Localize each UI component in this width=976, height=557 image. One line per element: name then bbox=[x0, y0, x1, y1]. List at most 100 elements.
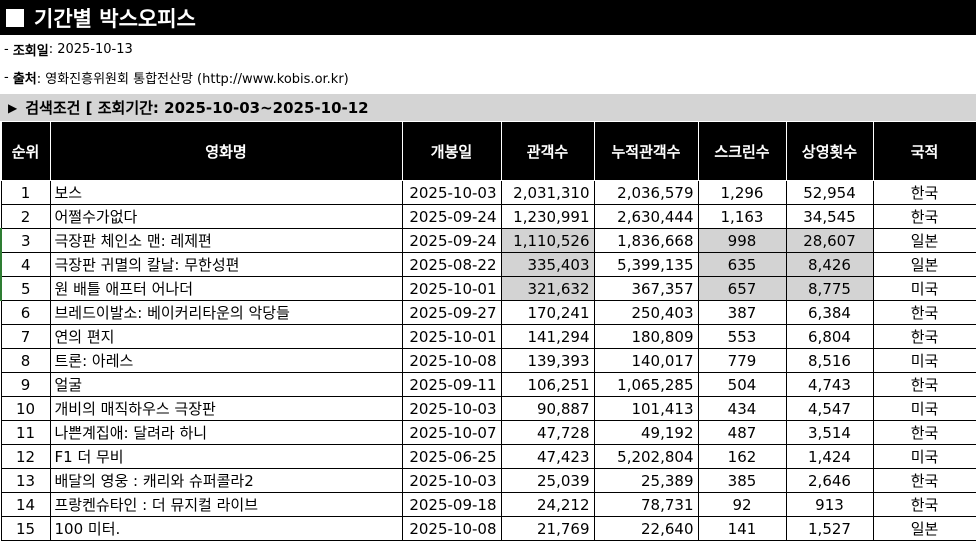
triangle-right-icon: ▶ bbox=[8, 100, 18, 115]
col-header-shows: 상영횟수 bbox=[785, 121, 874, 181]
shows-cell: 28,607 bbox=[785, 228, 874, 253]
open-date-cell: 2025-10-03 bbox=[401, 180, 502, 205]
col-header-audience: 관객수 bbox=[500, 121, 595, 181]
screens-cell: 657 bbox=[697, 276, 787, 301]
screens-cell: 635 bbox=[697, 252, 787, 277]
cumulative-cell: 5,399,135 bbox=[593, 252, 699, 277]
col-header-title: 영화명 bbox=[49, 121, 403, 181]
screens-cell: 1,163 bbox=[697, 204, 787, 229]
screens-cell: 141 bbox=[697, 516, 787, 541]
nation-cell: 한국 bbox=[872, 420, 976, 445]
nation-cell: 미국 bbox=[872, 276, 976, 301]
table-row: 6 브레드이발소: 베이커리타운의 악당들 2025-09-27 170,241 250… bbox=[0, 300, 976, 325]
cumulative-cell: 49,192 bbox=[593, 420, 699, 445]
rank-cell: 2 bbox=[0, 204, 51, 229]
nation-cell: 한국 bbox=[872, 492, 976, 517]
shows-cell: 1,527 bbox=[785, 516, 874, 541]
query-date-value: : 2025-10-13 bbox=[48, 41, 133, 57]
audience-cell: 170,241 bbox=[500, 300, 595, 325]
open-date-cell: 2025-10-07 bbox=[401, 420, 502, 445]
rank-cell: 4 bbox=[0, 252, 51, 277]
title-cell: 프랑켄슈타인 : 더 뮤지컬 라이브 bbox=[49, 492, 403, 517]
nation-cell: 한국 bbox=[872, 372, 976, 397]
col-header-cumulative: 누적관객수 bbox=[593, 121, 699, 181]
table-row: 3 극장판 체인소 맨: 레제편 2025-09-24 1,110,526 1,836,… bbox=[0, 228, 976, 253]
title-cell: F1 더 무비 bbox=[49, 444, 403, 469]
rank-cell: 9 bbox=[0, 372, 51, 397]
screens-cell: 92 bbox=[697, 492, 787, 517]
rank-cell: 8 bbox=[0, 348, 51, 373]
shows-cell: 3,514 bbox=[785, 420, 874, 445]
nation-cell: 한국 bbox=[872, 300, 976, 325]
search-condition-text: 검색조건 [ 조회기간: 2025-10-03~2025-10-12 bbox=[25, 99, 369, 117]
col-header-nation: 국적 bbox=[872, 121, 976, 181]
rank-cell: 10 bbox=[0, 396, 51, 421]
shows-cell: 2,646 bbox=[785, 468, 874, 493]
box-office-table: 순위 영화명 개봉일 관객수 누적관객수 스크린수 상영횟수 국적 1 보스 202… bbox=[0, 121, 976, 541]
open-date-cell: 2025-09-11 bbox=[401, 372, 502, 397]
title-cell: 극장판 귀멸의 칼날: 무한성편 bbox=[49, 252, 403, 277]
audience-cell: 90,887 bbox=[500, 396, 595, 421]
query-date-label: 조회일 bbox=[12, 43, 49, 59]
shows-cell: 6,384 bbox=[785, 300, 874, 325]
rank-cell: 3 bbox=[0, 228, 51, 253]
title-cell: 원 배틀 애프터 어나더 bbox=[49, 276, 403, 301]
audience-cell: 1,230,991 bbox=[500, 204, 595, 229]
title-cell: 브레드이발소: 베이커리타운의 악당들 bbox=[49, 300, 403, 325]
nation-cell: 한국 bbox=[872, 324, 976, 349]
table-row: 4 극장판 귀멸의 칼날: 무한성편 2025-08-22 335,403 5,399,… bbox=[0, 252, 976, 277]
table-row: 14 프랑켄슈타인 : 더 뮤지컬 라이브 2025-09-18 24,212 78,7… bbox=[0, 492, 976, 517]
cumulative-cell: 367,357 bbox=[593, 276, 699, 301]
title-cell: 개비의 매직하우스 극장판 bbox=[49, 396, 403, 421]
title-cell: 트론: 아레스 bbox=[49, 348, 403, 373]
table-row: 1 보스 2025-10-03 2,031,310 2,036,579 1,296 52,9… bbox=[0, 180, 976, 205]
rank-cell: 6 bbox=[0, 300, 51, 325]
table-row: 12 F1 더 무비 2025-06-25 47,423 5,202,804 162 1,4… bbox=[0, 444, 976, 469]
rank-cell: 5 bbox=[0, 276, 51, 301]
shows-cell: 4,547 bbox=[785, 396, 874, 421]
screens-cell: 1,296 bbox=[697, 180, 787, 205]
open-date-cell: 2025-10-01 bbox=[401, 324, 502, 349]
table-row: 2 어쩔수가없다 2025-09-24 1,230,991 2,630,444 1,163… bbox=[0, 204, 976, 229]
open-date-cell: 2025-10-03 bbox=[401, 396, 502, 421]
audience-cell: 47,728 bbox=[500, 420, 595, 445]
screens-cell: 504 bbox=[697, 372, 787, 397]
title-cell: 연의 편지 bbox=[49, 324, 403, 349]
shows-cell: 6,804 bbox=[785, 324, 874, 349]
open-date-cell: 2025-08-22 bbox=[401, 252, 502, 277]
title-cell: 100 미터. bbox=[49, 516, 403, 541]
square-bullet-icon bbox=[6, 8, 24, 27]
shows-cell: 1,424 bbox=[785, 444, 874, 469]
rank-cell: 11 bbox=[0, 420, 51, 445]
cumulative-cell: 25,389 bbox=[593, 468, 699, 493]
cumulative-cell: 22,640 bbox=[593, 516, 699, 541]
audience-cell: 141,294 bbox=[500, 324, 595, 349]
source-value: : 영화진흥위원회 통합전산망 (http://www.kobis.or.kr) bbox=[36, 71, 349, 87]
shows-cell: 52,954 bbox=[785, 180, 874, 205]
screens-cell: 998 bbox=[697, 228, 787, 253]
cumulative-cell: 5,202,804 bbox=[593, 444, 699, 469]
shows-cell: 8,775 bbox=[785, 276, 874, 301]
title-cell: 배달의 영웅 : 캐리와 슈퍼콜라2 bbox=[49, 468, 403, 493]
table-row: 11 나쁜계집애: 달려라 하니 2025-10-07 47,728 49,192 487… bbox=[0, 420, 976, 445]
table-row: 10 개비의 매직하우스 극장판 2025-10-03 90,887 101,413 43… bbox=[0, 396, 976, 421]
open-date-cell: 2025-09-24 bbox=[401, 228, 502, 253]
table-row: 8 트론: 아레스 2025-10-08 139,393 140,017 779 8,516… bbox=[0, 348, 976, 373]
table-row: 9 얼굴 2025-09-11 106,251 1,065,285 504 4,743 한국 bbox=[0, 372, 976, 397]
open-date-cell: 2025-06-25 bbox=[401, 444, 502, 469]
nation-cell: 한국 bbox=[872, 204, 976, 229]
col-header-open-date: 개봉일 bbox=[401, 121, 502, 181]
col-header-screens: 스크린수 bbox=[697, 121, 787, 181]
search-condition-bar: ▶ 검색조건 [ 조회기간: 2025-10-03~2025-10-12 bbox=[0, 94, 976, 121]
cumulative-cell: 2,630,444 bbox=[593, 204, 699, 229]
table-row: 15 100 미터. 2025-10-08 21,769 22,640 141 1,527 일… bbox=[0, 516, 976, 541]
cumulative-cell: 140,017 bbox=[593, 348, 699, 373]
rank-cell: 14 bbox=[0, 492, 51, 517]
nation-cell: 미국 bbox=[872, 444, 976, 469]
table-row: 7 연의 편지 2025-10-01 141,294 180,809 553 6,804 한국 bbox=[0, 324, 976, 349]
col-header-rank: 순위 bbox=[0, 121, 51, 181]
shows-cell: 8,426 bbox=[785, 252, 874, 277]
screens-cell: 162 bbox=[697, 444, 787, 469]
nation-cell: 한국 bbox=[872, 180, 976, 205]
